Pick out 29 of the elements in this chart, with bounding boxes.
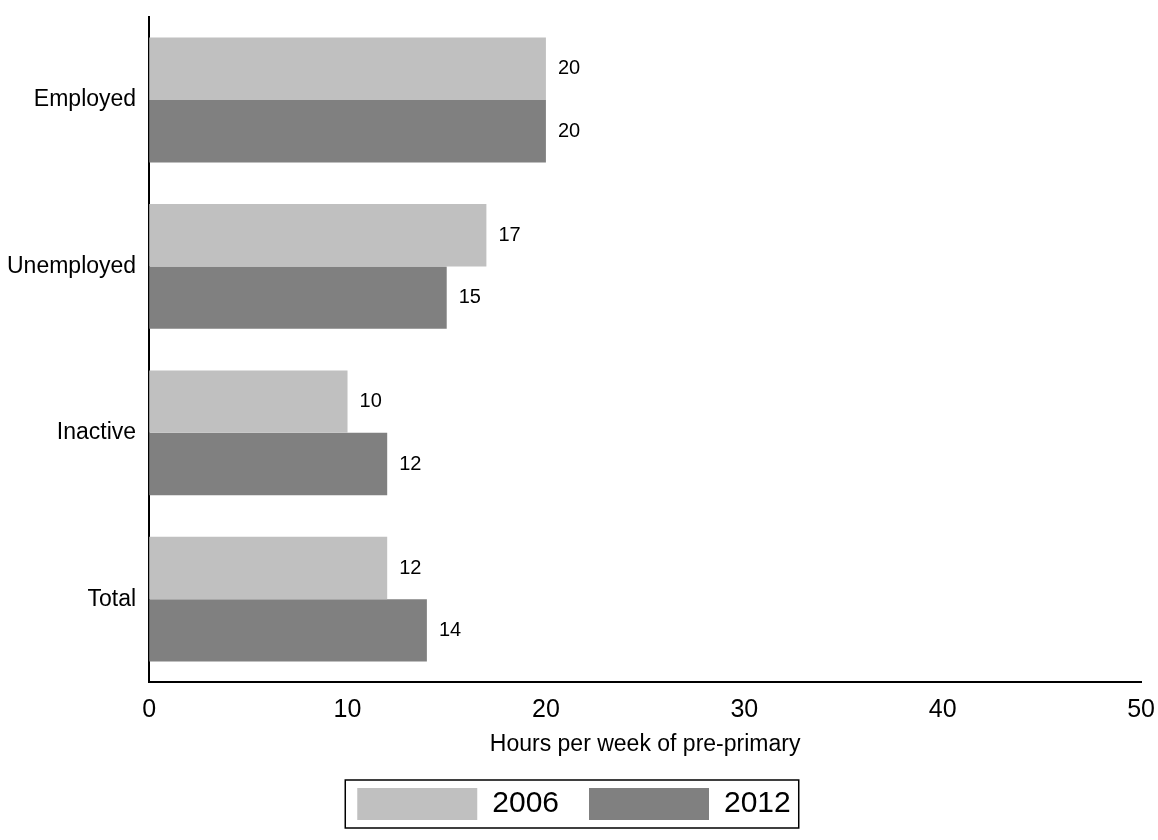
legend-label: 2012 xyxy=(724,785,791,819)
bar xyxy=(149,266,447,329)
data-label: 12 xyxy=(399,555,422,578)
legend-label: 2006 xyxy=(492,785,560,819)
bar xyxy=(149,599,427,662)
data-label: 20 xyxy=(557,118,581,141)
y-tick-label: Inactive xyxy=(56,418,137,445)
x-tick-label: 20 xyxy=(532,694,560,723)
bar xyxy=(149,432,388,496)
y-tick-label: Total xyxy=(87,584,137,611)
data-label: 10 xyxy=(359,389,382,412)
data-label: 20 xyxy=(557,56,581,79)
bar xyxy=(149,370,348,433)
data-label: 12 xyxy=(399,451,422,474)
x-tick-label: 10 xyxy=(333,694,362,723)
bar xyxy=(149,536,388,600)
bar xyxy=(149,204,487,267)
data-label: 15 xyxy=(458,285,481,308)
bar xyxy=(149,37,546,100)
x-tick-label: 30 xyxy=(730,694,759,723)
data-label: 17 xyxy=(498,222,521,245)
x-axis-title: Hours per week of pre-primary xyxy=(489,729,801,756)
bar xyxy=(149,100,546,163)
x-tick-label: 40 xyxy=(928,694,957,723)
y-tick-label: Employed xyxy=(33,85,137,112)
x-tick-label: 0 xyxy=(142,694,157,723)
x-tick-label: 50 xyxy=(1127,694,1155,723)
y-tick-label: Unemployed xyxy=(6,251,137,278)
data-label: 14 xyxy=(438,617,462,640)
